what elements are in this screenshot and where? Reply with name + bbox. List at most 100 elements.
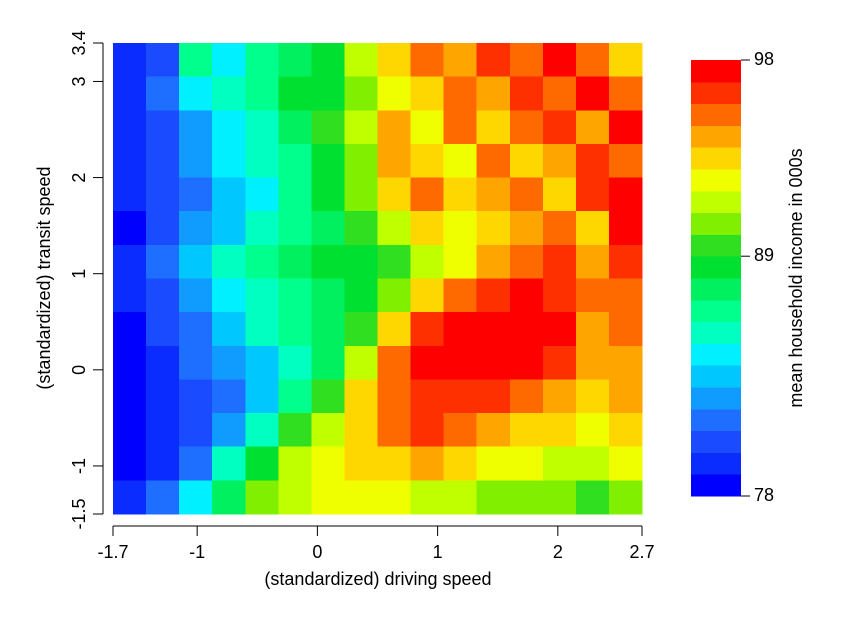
contour-cell [575,278,610,313]
contour-cell [476,480,511,515]
contour-cell [278,379,312,414]
contour-cell [245,143,279,179]
contour-cell [509,76,544,111]
contour-cell [212,345,246,380]
contour-cell [608,379,643,414]
contour-cell [113,43,147,78]
contour-cell [542,312,577,347]
contour-cell [476,446,511,481]
contour-cell [344,278,378,313]
x-axis-title: (standardized) driving speed [264,569,491,589]
colorbar-band [691,321,741,344]
colorbar-tick-label: 89 [754,245,774,265]
contour-cell [311,446,345,481]
contour-cell [179,211,213,246]
contour-cell [410,345,445,380]
contour-cell [542,278,577,313]
contour-cell [113,110,147,145]
contour-cell [608,413,643,448]
contour-cell [113,143,147,179]
contour-cell [443,278,478,313]
y-tick-label: 2 [69,173,89,183]
colorbar-tick-label: 78 [754,485,774,505]
contour-cell [311,76,345,111]
contour-cell [575,244,610,279]
colorbar-band [691,474,741,497]
contour-cell [146,413,180,448]
contour-cell [476,76,511,111]
contour-cell [113,177,147,212]
colorbar-band [691,103,741,126]
contour-cell [476,110,511,145]
contour-cell [344,177,378,212]
contour-cell [542,177,577,212]
contour-cell [278,278,312,313]
contour-cell [113,244,147,279]
x-tick-label: 0 [312,542,322,562]
contour-cell [509,211,544,246]
colorbar-band [691,430,741,453]
contour-cell [278,446,312,481]
contour-cell [542,211,577,246]
contour-cell [443,312,478,347]
contour-cell [212,278,246,313]
contour-cell [377,312,412,347]
contour-cell [113,413,147,448]
x-tick-label: -1 [189,542,205,562]
contour-cell [608,143,643,179]
colorbar-band [691,147,741,170]
contour-cell [311,211,345,246]
contour-cell [179,110,213,145]
contour-cell [146,143,180,179]
contour-cell [542,244,577,279]
contour-cell [608,480,643,515]
contour-cell [146,278,180,313]
contour-cell [311,480,345,515]
contour-cell [542,76,577,111]
contour-cell [410,312,445,347]
contour-cell [509,312,544,347]
contour-cell [410,446,445,481]
contour-cell [509,110,544,145]
contour-cell [476,43,511,78]
colorbar-band [691,212,741,235]
contour-cell [113,76,147,111]
contour-cell [245,312,279,347]
contour-cell [509,244,544,279]
contour-cell [146,211,180,246]
contour-cell [377,446,412,481]
contour-cell [212,379,246,414]
contour-cell [509,143,544,179]
contour-cell [179,413,213,448]
contour-cell [344,446,378,481]
contour-cell [509,177,544,212]
contour-cell [278,43,312,78]
colorbar-band [691,365,741,388]
contour-cell [245,177,279,212]
x-tick-label: 1 [433,542,443,562]
colorbar-band [691,81,741,105]
contour-cell [113,345,147,380]
contour-cell [311,177,345,212]
contour-cell [575,446,610,481]
contour-cell [179,446,213,481]
contour-cell [311,110,345,145]
contour-cell [179,480,213,515]
contour-cell [311,143,345,179]
contour-cell [245,379,279,414]
x-tick-label: -1.7 [97,542,128,562]
contour-cell [311,244,345,279]
contour-cell [278,312,312,347]
contour-cell [575,413,610,448]
contour-cell [311,278,345,313]
y-tick-label: 3.4 [69,30,89,55]
contour-cell [443,76,478,111]
contour-cell [278,480,312,515]
colorbar-band [691,234,741,257]
colorbar-title: mean household income in 000s [786,148,806,407]
colorbar-band [691,343,741,366]
colorbar-band [691,408,741,432]
contour-cell [476,211,511,246]
contour-cell [113,211,147,246]
colorbar-tick-label: 98 [754,49,774,69]
